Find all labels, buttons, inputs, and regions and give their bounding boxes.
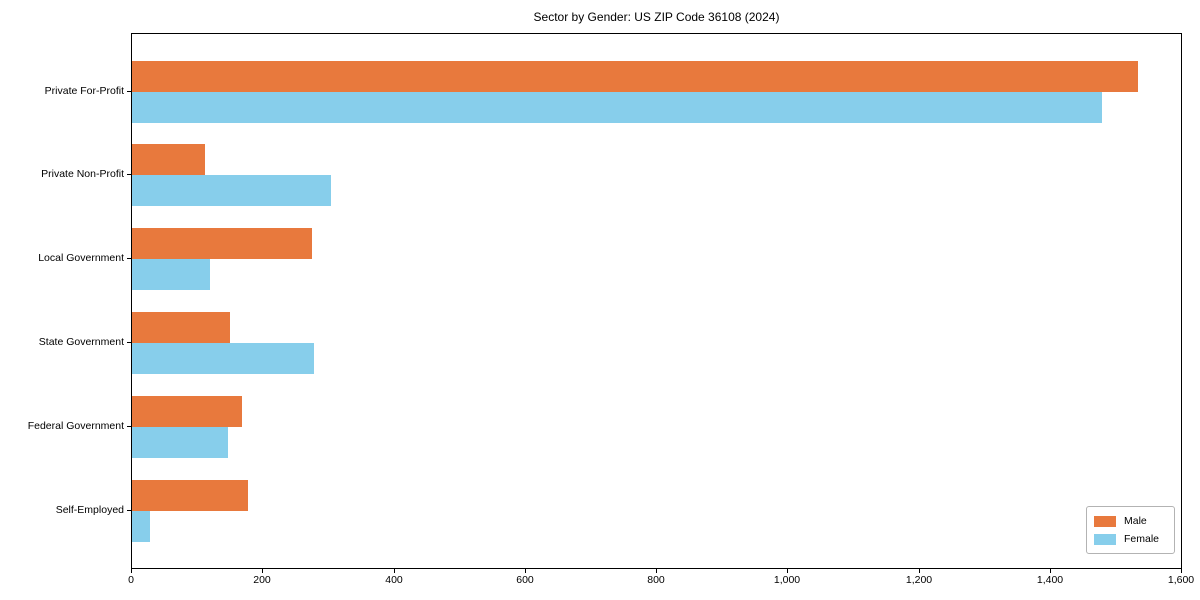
- x-tick: [1181, 569, 1182, 573]
- x-tick: [919, 569, 920, 573]
- legend-entry-female: Female: [1094, 530, 1167, 548]
- y-tick: [127, 174, 131, 175]
- x-tick-label: 200: [253, 574, 271, 586]
- bar-female-federal-government: [132, 426, 228, 458]
- x-tick-label: 1,000: [773, 574, 801, 586]
- x-tick-label: 0: [128, 574, 134, 586]
- legend-entry-male: Male: [1094, 512, 1167, 530]
- x-tick-label: 1,200: [905, 574, 933, 586]
- x-tick: [656, 569, 657, 573]
- bar-male-state-government: [132, 311, 230, 343]
- y-tick-label-state-government: State Government: [38, 336, 124, 348]
- y-tick: [127, 91, 131, 92]
- legend-label-female: Female: [1124, 532, 1160, 545]
- female-swatch-icon: [1094, 533, 1116, 545]
- y-tick-label-private-for-profit: Private For-Profit: [44, 85, 124, 97]
- male-swatch-icon: [1094, 515, 1116, 527]
- y-tick-label-local-government: Local Government: [38, 252, 124, 264]
- y-tick-label-self-employed: Self-Employed: [55, 504, 124, 516]
- x-tick: [131, 569, 132, 573]
- x-tick-label: 400: [385, 574, 403, 586]
- y-tick: [127, 426, 131, 427]
- x-tick: [262, 569, 263, 573]
- x-tick-label: 1,400: [1036, 574, 1064, 586]
- x-tick-label: 1,600: [1167, 574, 1195, 586]
- legend-label-male: Male: [1124, 514, 1147, 527]
- bar-female-self-employed: [132, 510, 150, 542]
- y-tick-label-private-non-profit: Private Non-Profit: [41, 168, 124, 180]
- y-tick: [127, 510, 131, 511]
- bar-male-local-government: [132, 228, 312, 260]
- x-tick: [525, 569, 526, 573]
- bar-female-state-government: [132, 342, 314, 374]
- x-tick: [1050, 569, 1051, 573]
- legend: Male Female: [1086, 506, 1175, 554]
- y-tick: [127, 258, 131, 259]
- x-tick-label: 800: [647, 574, 665, 586]
- bar-female-private-non-profit: [132, 175, 331, 207]
- bar-male-private-non-profit: [132, 144, 205, 176]
- y-tick: [127, 342, 131, 343]
- bar-male-self-employed: [132, 479, 248, 511]
- bar-female-local-government: [132, 259, 210, 291]
- x-tick: [787, 569, 788, 573]
- bar-male-federal-government: [132, 395, 242, 427]
- bar-male-private-for-profit: [132, 60, 1138, 92]
- plot-area: Male Female: [131, 33, 1182, 569]
- chart-title: Sector by Gender: US ZIP Code 36108 (202…: [533, 10, 780, 24]
- bar-female-private-for-profit: [132, 91, 1102, 123]
- x-tick-label: 600: [516, 574, 534, 586]
- y-tick-label-federal-government: Federal Government: [27, 420, 124, 432]
- x-tick: [394, 569, 395, 573]
